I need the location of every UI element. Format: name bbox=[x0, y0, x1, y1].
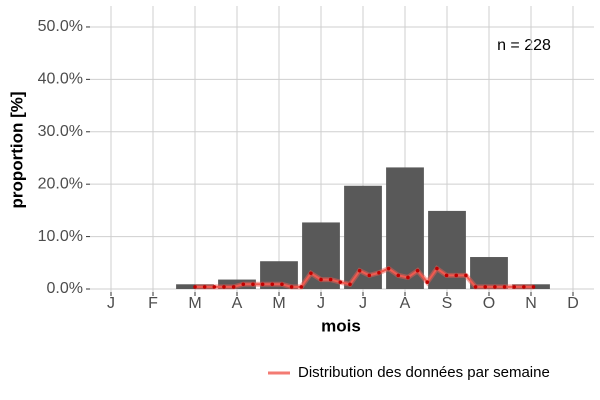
x-tick-label: N bbox=[525, 295, 537, 312]
line-point bbox=[202, 285, 207, 289]
line-point bbox=[464, 273, 468, 278]
legend-label: Distribution des données par semaine bbox=[298, 364, 550, 381]
line-point bbox=[396, 273, 401, 278]
x-axis-title: mois bbox=[321, 316, 361, 335]
y-tick-label: 50.0% bbox=[38, 18, 83, 35]
line-point bbox=[289, 285, 294, 289]
line-point bbox=[309, 271, 313, 276]
line-point bbox=[251, 282, 255, 287]
x-tick-label: M bbox=[272, 295, 285, 312]
line-point bbox=[531, 285, 536, 289]
bar bbox=[470, 257, 508, 289]
x-tick-label: F bbox=[148, 295, 158, 312]
line-point bbox=[435, 266, 439, 271]
y-tick-label: 10.0% bbox=[38, 228, 83, 245]
line-point bbox=[260, 282, 265, 287]
line-point bbox=[406, 275, 410, 280]
y-tick-label: 20.0% bbox=[38, 175, 83, 192]
line-point bbox=[386, 266, 391, 271]
x-tick-label: J bbox=[107, 295, 115, 312]
x-tick-label: A bbox=[400, 295, 411, 312]
y-tick-label: 40.0% bbox=[38, 71, 83, 88]
line-point bbox=[299, 285, 304, 289]
line-point bbox=[241, 282, 246, 287]
line-point bbox=[493, 285, 497, 289]
x-tick-label: J bbox=[359, 295, 367, 312]
line-point bbox=[280, 282, 284, 287]
line-point bbox=[270, 282, 275, 287]
line-point bbox=[212, 285, 217, 289]
x-tick-label: D bbox=[567, 295, 579, 312]
line-point bbox=[483, 285, 488, 289]
line-point bbox=[348, 282, 352, 287]
line-point bbox=[512, 285, 516, 289]
line-point bbox=[222, 285, 226, 289]
x-tick-label: A bbox=[232, 295, 243, 312]
x-tick-label: S bbox=[442, 295, 453, 312]
line-point bbox=[338, 280, 343, 284]
line-point bbox=[444, 273, 449, 278]
line-point bbox=[473, 285, 478, 289]
y-tick-label: 30.0% bbox=[38, 123, 83, 140]
line-point bbox=[319, 277, 323, 282]
line-point bbox=[357, 268, 362, 273]
line-point bbox=[193, 285, 197, 289]
y-axis-title: proportion [%] bbox=[7, 91, 26, 208]
line-point bbox=[502, 285, 507, 289]
x-tick-label: M bbox=[188, 295, 201, 312]
line-point bbox=[367, 273, 372, 278]
annotation: n = 228 bbox=[497, 37, 551, 54]
line-point bbox=[454, 273, 459, 278]
line-point bbox=[415, 268, 420, 273]
line-point bbox=[377, 270, 381, 275]
line-point bbox=[328, 277, 333, 282]
line-point bbox=[425, 280, 430, 284]
y-tick-label: 0.0% bbox=[47, 280, 83, 297]
x-tick-label: J bbox=[317, 295, 325, 312]
line-point bbox=[522, 285, 526, 289]
x-tick-label: O bbox=[483, 295, 495, 312]
line-point bbox=[231, 285, 236, 289]
